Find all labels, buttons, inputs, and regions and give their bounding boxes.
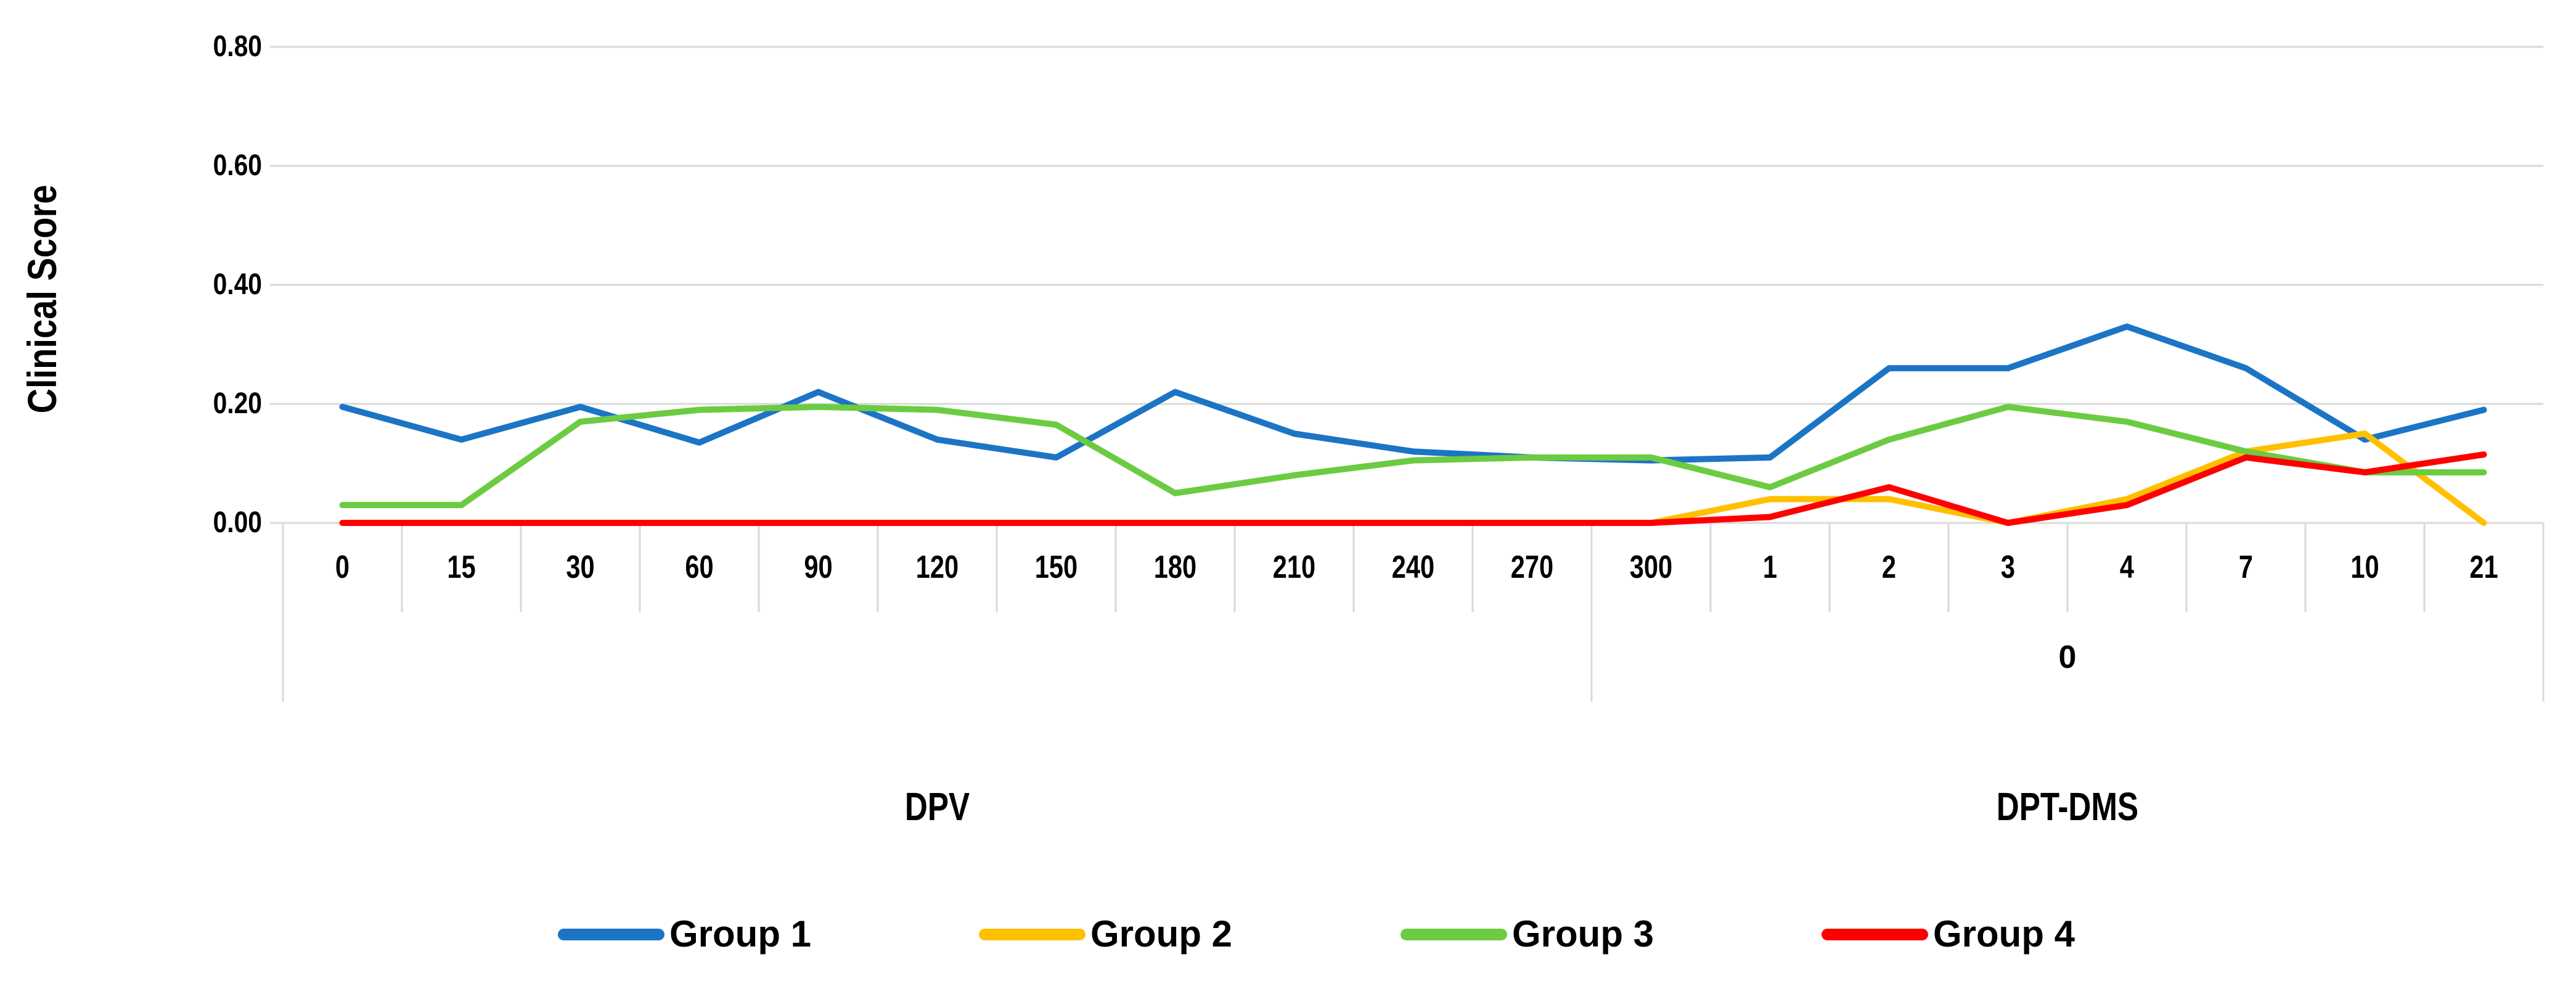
x-tick-label-10: 10 <box>2350 549 2379 585</box>
x-axis-group-label-dpt-dms: DPT-DMS <box>1996 784 2139 829</box>
y-tick-label-0.20: 0.20 <box>213 387 262 420</box>
legend-label: Group 1 <box>669 913 812 955</box>
y-tick-label-0.00: 0.00 <box>213 506 262 539</box>
series-line-group-1 <box>339 323 2487 464</box>
series-line-group-3 <box>339 403 2487 509</box>
y-tick-label-0.80: 0.80 <box>213 30 262 63</box>
legend-label: Group 3 <box>1512 913 1654 955</box>
x-tick-label-180: 180 <box>1153 549 1197 585</box>
x-tick-label-120: 120 <box>915 549 959 585</box>
y-tick-label-0.40: 0.40 <box>213 268 262 301</box>
series-line-group-4 <box>339 451 2487 526</box>
x-tick-label-210: 210 <box>1272 549 1316 585</box>
legend-item-group-4: Group 4 <box>1822 913 2075 956</box>
x-tick-label-90: 90 <box>804 549 833 585</box>
x-axis-sub-label-0: 0 <box>2058 639 2077 675</box>
x-tick-label-300: 300 <box>1629 549 1673 585</box>
x-tick-label-240: 240 <box>1391 549 1435 585</box>
series-line-group-2 <box>339 430 2487 526</box>
x-tick-label-3: 3 <box>2000 549 2016 585</box>
legend-item-group-1: Group 1 <box>558 913 811 956</box>
y-axis-title: Clinical Score <box>19 184 65 414</box>
legend-line-swatch-icon <box>1822 928 1928 940</box>
legend-line-swatch-icon <box>979 928 1086 940</box>
x-axis-group-label-dpv: DPV <box>904 784 970 829</box>
legend-label: Group 2 <box>1090 913 1233 955</box>
x-tick-label-30: 30 <box>566 549 595 585</box>
legend-item-group-3: Group 3 <box>1400 913 1654 956</box>
x-tick-label-4: 4 <box>2119 549 2135 585</box>
legend-item-group-2: Group 2 <box>979 913 1232 956</box>
y-tick-label-0.60: 0.60 <box>213 149 262 182</box>
x-tick-label-7: 7 <box>2238 549 2254 585</box>
x-tick-label-150: 150 <box>1034 549 1078 585</box>
legend-line-swatch-icon <box>558 928 664 940</box>
legend-line-swatch-icon <box>1400 928 1507 940</box>
x-tick-label-270: 270 <box>1510 549 1554 585</box>
x-tick-label-15: 15 <box>447 549 476 585</box>
x-tick-label-60: 60 <box>685 549 714 585</box>
x-tick-label-2: 2 <box>1881 549 1897 585</box>
x-tick-label-0: 0 <box>335 549 350 585</box>
x-tick-label-1: 1 <box>1762 549 1778 585</box>
legend-label: Group 4 <box>1933 913 2075 955</box>
x-tick-label-21: 21 <box>2469 549 2498 585</box>
